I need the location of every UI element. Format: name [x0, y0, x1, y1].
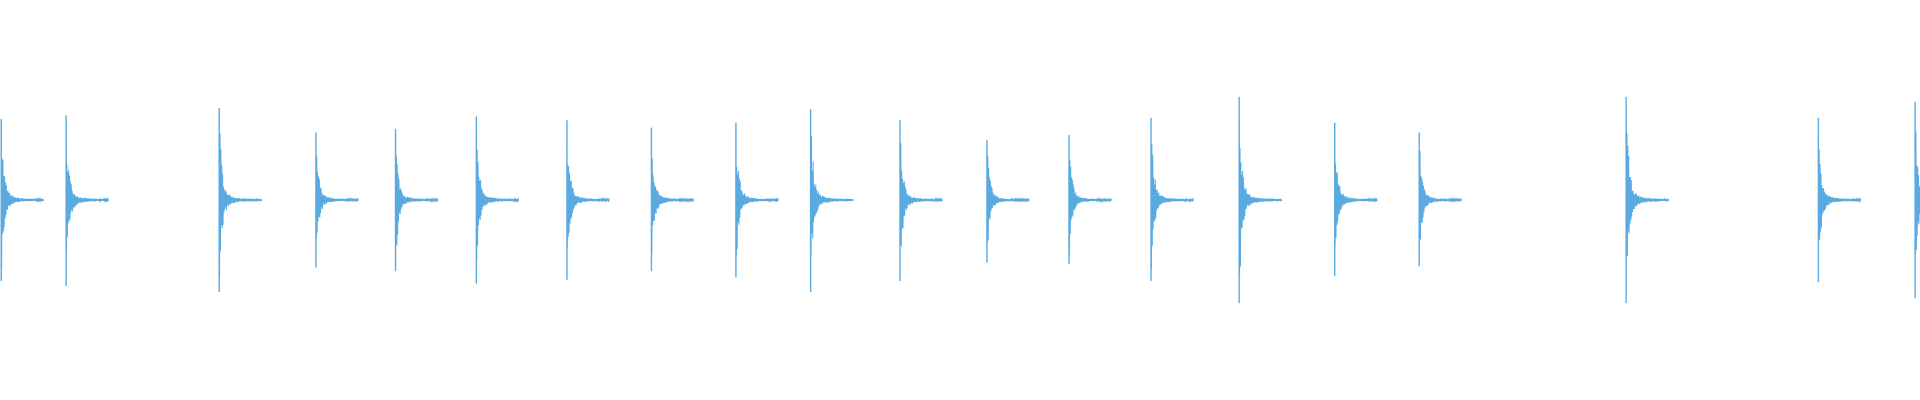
transient	[1068, 139, 1112, 256]
transient	[1914, 104, 1920, 255]
transient	[1625, 118, 1670, 258]
transient	[650, 150, 695, 253]
transient	[899, 134, 943, 247]
transient	[1817, 136, 1862, 241]
transient	[735, 135, 779, 257]
transient	[986, 143, 1030, 244]
transient	[566, 144, 610, 248]
transient	[1418, 150, 1463, 242]
transient	[0, 155, 45, 269]
transient	[395, 137, 439, 246]
transient	[315, 135, 359, 240]
transient	[475, 141, 520, 260]
transient	[1334, 122, 1378, 247]
transient	[1150, 143, 1194, 270]
transient	[1238, 120, 1283, 276]
transient	[65, 123, 110, 251]
transient	[810, 119, 854, 257]
transient	[218, 114, 263, 278]
